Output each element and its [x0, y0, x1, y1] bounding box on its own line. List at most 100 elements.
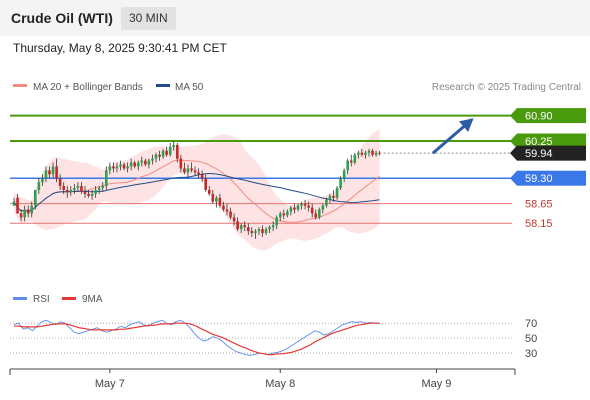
rsi-panel: 70 50 30 RSI 9MA	[10, 294, 537, 360]
price-label-3: 59.30	[525, 173, 553, 185]
candle	[176, 144, 179, 159]
candle	[325, 199, 328, 206]
candle	[268, 227, 271, 230]
moving-average-layer	[13, 159, 380, 223]
ma9-legend-label: 9MA	[82, 294, 103, 305]
candle	[339, 178, 342, 188]
candle	[293, 207, 296, 210]
candle	[289, 207, 293, 212]
candle	[183, 168, 186, 173]
scenario-arrow-head	[459, 118, 474, 132]
candle	[307, 205, 310, 208]
candle	[55, 166, 58, 179]
candle	[247, 227, 250, 232]
candle	[87, 193, 90, 196]
candle	[136, 162, 140, 167]
candle	[318, 209, 321, 218]
candle	[23, 209, 26, 218]
candle	[48, 170, 51, 175]
candle	[303, 203, 307, 206]
candle	[115, 166, 119, 169]
candle	[19, 213, 23, 218]
legend-label-ma20: MA 20 + Bollinger Bands	[33, 82, 143, 93]
candle	[364, 152, 367, 155]
candle	[161, 150, 165, 157]
candle	[296, 205, 300, 210]
candle	[58, 178, 62, 187]
price-label-1: 60.25	[525, 136, 553, 148]
price-tag-pointer-0	[510, 108, 517, 124]
candle	[197, 172, 200, 175]
candle	[374, 152, 378, 155]
candle	[250, 231, 254, 234]
legend-layer: MA 20 + Bollinger Bands MA 50 Research © 2…	[13, 82, 581, 93]
candle	[69, 189, 73, 192]
candle	[80, 186, 83, 192]
price-tag-pointer-1	[510, 133, 517, 149]
price-tag-2	[517, 145, 586, 161]
candle	[239, 225, 243, 230]
candle	[122, 164, 126, 169]
candle	[264, 229, 268, 234]
price-tag-3	[517, 170, 586, 186]
legend-swatch-ma50	[156, 84, 170, 87]
candle	[158, 154, 161, 157]
candle	[200, 174, 204, 179]
candle	[65, 189, 69, 192]
candle	[286, 211, 289, 216]
timeframe-button[interactable]: 30 MIN	[121, 7, 176, 30]
rsi-legend-label: RSI	[33, 294, 50, 305]
candle	[332, 195, 335, 198]
candle	[261, 229, 264, 234]
candle	[310, 207, 314, 214]
candle	[179, 158, 183, 169]
instrument-title: Crude Oil (WTI)	[11, 10, 113, 26]
candle	[26, 209, 30, 214]
candle	[193, 170, 197, 173]
rsi-series-9ma	[14, 322, 380, 356]
legend-swatch-ma20	[13, 84, 27, 87]
price-label-0: 60.90	[525, 111, 553, 123]
candle	[243, 225, 247, 228]
price-tag-pointer-3	[510, 170, 517, 186]
candle	[73, 188, 76, 190]
legend-label-ma50: MA 50	[175, 82, 204, 93]
scenario-arrow-layer	[431, 118, 474, 155]
rsi-tick-70: 70	[525, 318, 537, 330]
candle	[232, 217, 236, 222]
candle	[168, 146, 172, 155]
candle	[186, 168, 190, 173]
candle	[371, 150, 374, 155]
candle	[353, 154, 357, 163]
candle	[204, 178, 207, 190]
rsi-legend-swatch	[13, 297, 27, 300]
candle	[34, 189, 37, 206]
candle	[367, 150, 371, 153]
ma9-legend-swatch	[62, 297, 76, 300]
candle	[335, 188, 339, 198]
candle	[215, 197, 218, 202]
candle	[207, 189, 211, 194]
candles-layer	[12, 141, 381, 239]
candle	[30, 205, 34, 214]
header-bar: Crude Oil (WTI) 30 MIN	[0, 0, 590, 36]
candle	[225, 209, 229, 212]
candle	[300, 203, 303, 206]
ma50-line	[13, 172, 380, 212]
candle	[314, 213, 318, 218]
candle	[172, 144, 176, 147]
candle	[349, 160, 353, 163]
candle	[44, 170, 48, 179]
timestamp: Thursday, May 8, 2025 9:30:41 PM CET	[13, 41, 227, 55]
x-axis-label: May 8	[265, 378, 295, 390]
candle	[342, 170, 346, 179]
candle	[76, 186, 80, 188]
candle	[101, 186, 105, 188]
price-label-4: 58.65	[525, 199, 553, 211]
candle	[112, 166, 115, 169]
candle	[41, 178, 44, 183]
candle	[211, 193, 215, 202]
candle	[108, 166, 112, 171]
candle	[254, 231, 257, 234]
copyright-text: Research © 2025 Trading Central	[432, 82, 581, 93]
